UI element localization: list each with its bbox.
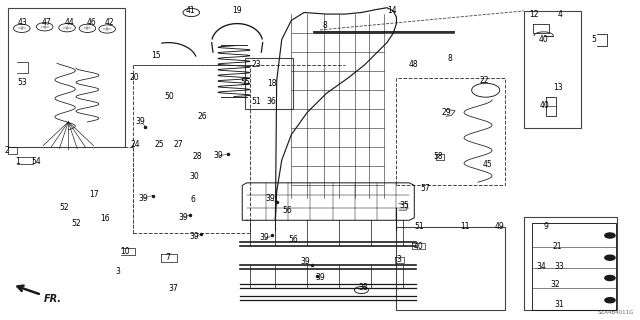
Text: 30: 30: [189, 172, 198, 181]
Text: 29: 29: [442, 108, 451, 117]
Text: 43: 43: [17, 18, 28, 27]
Text: 20: 20: [129, 73, 139, 82]
Text: 51: 51: [415, 222, 424, 231]
Text: 54: 54: [31, 157, 42, 166]
Text: 22: 22: [479, 76, 488, 85]
Text: 5: 5: [591, 35, 596, 44]
Text: 39: 39: [260, 233, 269, 242]
Text: 3: 3: [116, 267, 120, 276]
Text: 39: 39: [315, 273, 325, 282]
Text: 13: 13: [553, 83, 563, 92]
Text: 6: 6: [190, 195, 195, 204]
Text: 3: 3: [397, 255, 401, 264]
Text: 9: 9: [544, 222, 548, 231]
Text: 39: 39: [189, 232, 199, 241]
Text: 27: 27: [173, 140, 182, 148]
Text: 39: 39: [300, 257, 310, 266]
Text: 23: 23: [252, 60, 261, 69]
Text: 18: 18: [268, 79, 277, 88]
Text: 15: 15: [152, 51, 161, 60]
Text: 46: 46: [86, 18, 96, 27]
Text: 40: 40: [540, 101, 549, 110]
Bar: [133, 65, 250, 233]
Text: 7: 7: [165, 253, 170, 262]
Text: 33: 33: [555, 262, 564, 271]
Text: 19: 19: [232, 6, 242, 15]
Text: 37: 37: [168, 284, 179, 293]
Bar: [396, 77, 505, 185]
Text: 16: 16: [100, 214, 110, 223]
Bar: [246, 59, 292, 109]
Circle shape: [605, 233, 615, 238]
Text: 51: 51: [252, 97, 261, 106]
Text: 39: 39: [136, 117, 145, 126]
Text: 53: 53: [17, 78, 28, 87]
Text: 45: 45: [483, 160, 492, 169]
Text: 40: 40: [413, 242, 423, 251]
Text: 32: 32: [550, 280, 560, 289]
Text: 26: 26: [198, 112, 207, 121]
Text: 55: 55: [241, 78, 250, 87]
Text: 58: 58: [433, 152, 443, 161]
Text: 41: 41: [186, 6, 195, 15]
Text: 40: 40: [538, 35, 548, 44]
Text: 11: 11: [460, 222, 469, 231]
Text: 2: 2: [4, 146, 9, 155]
Circle shape: [605, 255, 615, 260]
Text: FR.: FR.: [44, 294, 62, 304]
Text: 10: 10: [120, 247, 130, 257]
Text: 56: 56: [289, 236, 298, 244]
Bar: [524, 11, 581, 128]
Text: 25: 25: [155, 140, 164, 148]
Text: 21: 21: [553, 242, 563, 251]
Text: 50: 50: [164, 92, 174, 101]
Text: 38: 38: [358, 283, 368, 292]
Bar: [396, 227, 505, 310]
Text: 39: 39: [266, 194, 275, 203]
Text: 52: 52: [59, 203, 68, 212]
Text: 8: 8: [447, 54, 452, 63]
Text: 36: 36: [266, 97, 276, 106]
Text: 8: 8: [323, 21, 328, 30]
Text: 1: 1: [15, 157, 20, 166]
Text: 12: 12: [529, 10, 539, 19]
Text: 31: 31: [555, 300, 564, 309]
Text: 49: 49: [495, 222, 504, 231]
Text: 39: 39: [213, 151, 223, 160]
Text: SZA4B4011G: SZA4B4011G: [598, 310, 634, 315]
Text: 56: 56: [282, 206, 292, 215]
Text: 34: 34: [536, 262, 546, 271]
Circle shape: [605, 276, 615, 281]
Text: 57: 57: [420, 184, 430, 193]
Text: 35: 35: [399, 201, 409, 210]
Text: 14: 14: [387, 6, 397, 15]
Circle shape: [605, 298, 615, 303]
Bar: [8, 8, 125, 147]
Bar: [524, 217, 617, 310]
Text: 17: 17: [89, 190, 99, 199]
Text: 28: 28: [193, 152, 202, 161]
Text: 39: 39: [138, 194, 148, 203]
Text: 47: 47: [42, 18, 51, 27]
Text: 39: 39: [178, 212, 188, 222]
Text: 4: 4: [558, 10, 563, 19]
Text: 48: 48: [409, 60, 419, 69]
Text: 52: 52: [72, 219, 81, 228]
Text: 42: 42: [105, 18, 115, 27]
Text: 44: 44: [65, 18, 74, 27]
Text: 24: 24: [131, 140, 140, 148]
